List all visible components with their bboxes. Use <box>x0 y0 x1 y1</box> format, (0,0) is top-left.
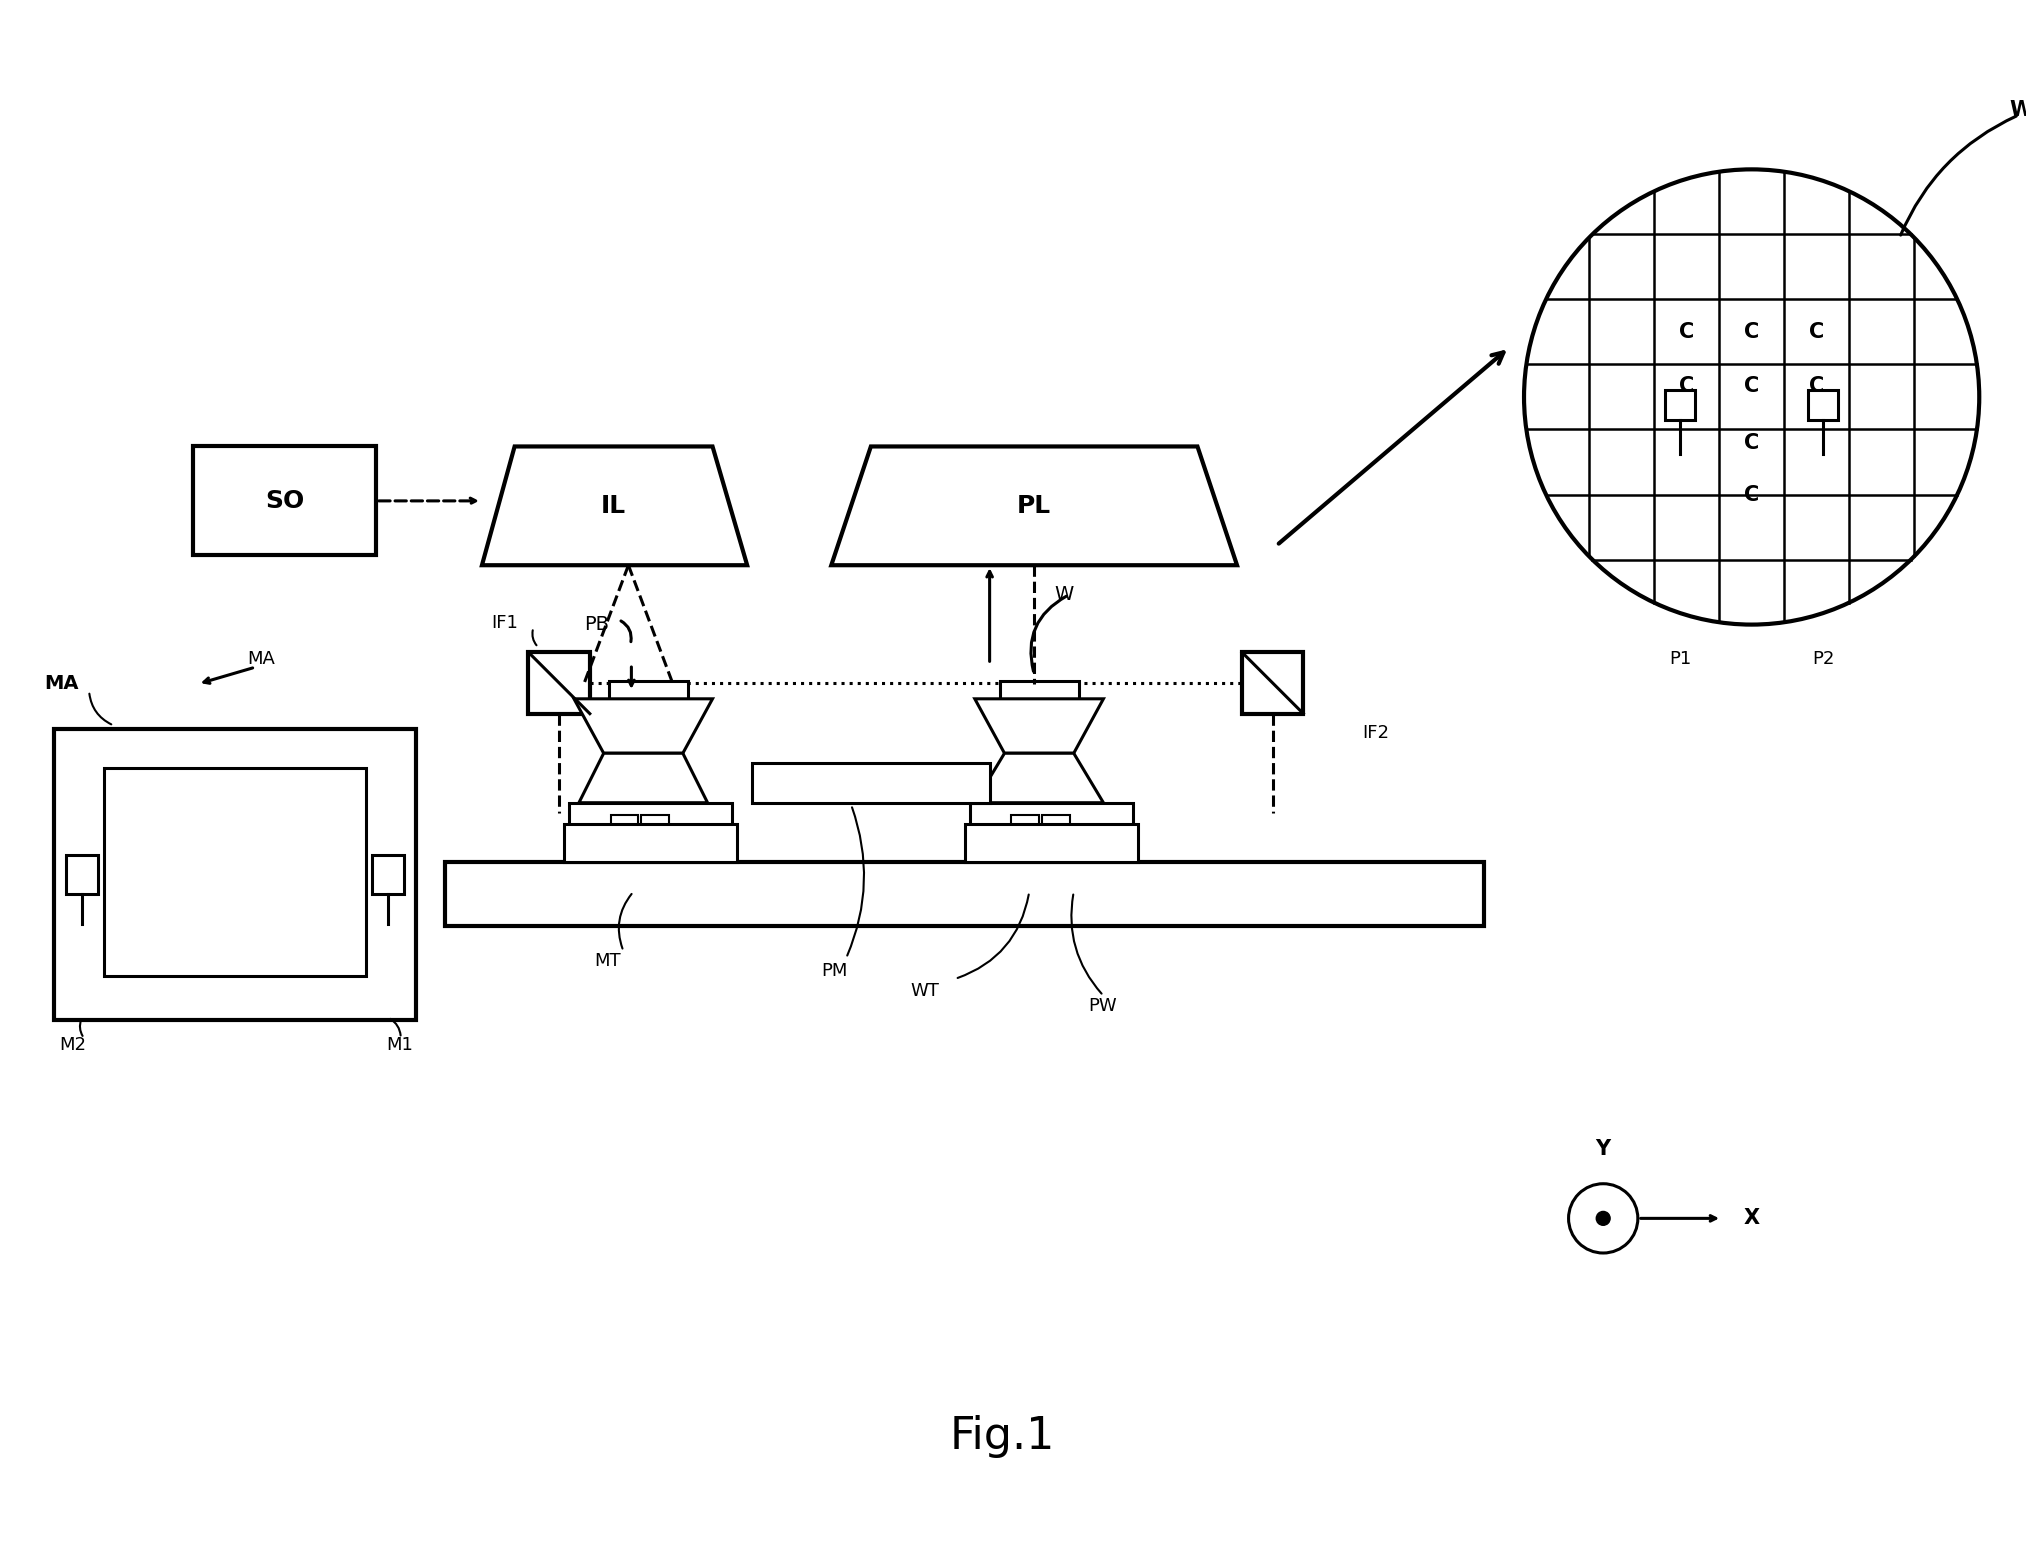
Text: M1: M1 <box>387 1036 413 1054</box>
Bar <box>999 682 1078 699</box>
Text: PB: PB <box>583 615 610 634</box>
Text: C: C <box>1680 376 1694 396</box>
Polygon shape <box>831 446 1238 565</box>
Bar <box>964 825 1139 862</box>
Bar <box>1809 390 1838 419</box>
Text: M2: M2 <box>59 1036 87 1054</box>
Bar <box>529 652 590 714</box>
Text: PM: PM <box>821 961 847 980</box>
Polygon shape <box>975 753 1104 803</box>
Bar <box>1665 390 1696 419</box>
Text: SO: SO <box>265 489 304 512</box>
Text: C: C <box>1809 321 1823 342</box>
Bar <box>446 862 1485 927</box>
Bar <box>610 815 638 839</box>
Circle shape <box>1568 1183 1637 1253</box>
Bar <box>55 728 415 1020</box>
Text: PL: PL <box>1017 494 1051 517</box>
Text: IL: IL <box>602 494 626 517</box>
Bar <box>1041 815 1070 839</box>
Bar <box>569 803 731 853</box>
Text: MA: MA <box>247 651 276 668</box>
Polygon shape <box>573 699 713 753</box>
Text: WT: WT <box>910 981 940 1000</box>
Bar <box>970 803 1133 853</box>
Text: Y: Y <box>1596 1138 1611 1159</box>
Bar <box>642 815 669 839</box>
Circle shape <box>1524 169 1979 624</box>
Bar <box>563 825 737 862</box>
Text: IF1: IF1 <box>492 613 519 632</box>
Text: MT: MT <box>594 952 620 971</box>
Bar <box>608 682 687 699</box>
Text: C: C <box>1744 485 1759 505</box>
Text: C: C <box>1744 321 1759 342</box>
Bar <box>67 854 97 895</box>
Bar <box>985 849 1025 891</box>
Text: W: W <box>2010 99 2026 120</box>
Bar <box>1060 849 1098 891</box>
Text: P1: P1 <box>1669 651 1692 668</box>
Circle shape <box>1596 1211 1611 1225</box>
Bar <box>1242 652 1303 714</box>
Text: C: C <box>1809 376 1823 396</box>
Bar <box>373 854 403 895</box>
Text: Fig.1: Fig.1 <box>950 1415 1056 1458</box>
Bar <box>658 849 697 891</box>
Text: C: C <box>1744 376 1759 396</box>
Text: IF2: IF2 <box>1363 724 1390 742</box>
Text: MA: MA <box>45 674 79 694</box>
Bar <box>752 763 989 803</box>
Text: C: C <box>1680 321 1694 342</box>
Polygon shape <box>579 753 707 803</box>
Bar <box>583 849 624 891</box>
Text: W: W <box>1054 585 1074 604</box>
Text: PW: PW <box>1088 997 1116 1014</box>
Bar <box>192 446 377 556</box>
Bar <box>103 769 367 975</box>
Text: X: X <box>1744 1208 1761 1228</box>
Text: C: C <box>1744 432 1759 452</box>
Bar <box>1011 815 1039 839</box>
Text: P2: P2 <box>1811 651 1834 668</box>
Polygon shape <box>975 699 1104 753</box>
Polygon shape <box>482 446 748 565</box>
